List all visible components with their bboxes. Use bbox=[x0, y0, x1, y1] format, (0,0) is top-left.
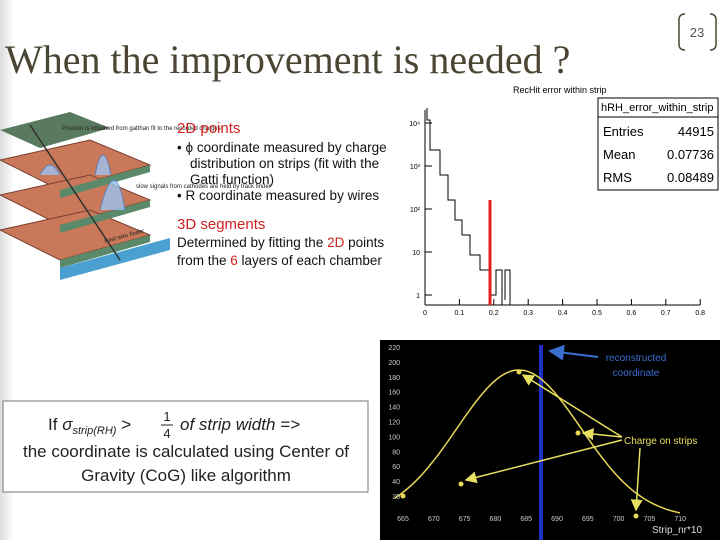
bullets: 2D points • ϕ coordinate measured by cha… bbox=[177, 120, 387, 268]
denominator: 4 bbox=[163, 426, 170, 441]
x-tick-label: 0.2 bbox=[489, 310, 499, 317]
number-bracket bbox=[678, 13, 717, 51]
t: 6 bbox=[230, 253, 238, 268]
note: If σstrip(RH) > 1 4 of strip width => th… bbox=[2, 400, 369, 493]
bullet-text: coordinate measured by charge bbox=[197, 140, 387, 155]
heading-text: points bbox=[196, 120, 240, 137]
plot-bg bbox=[380, 340, 720, 540]
heading-num: 3D bbox=[177, 216, 196, 233]
hist-bars bbox=[426, 108, 511, 305]
diagram-label: Position is obtained from gatthan fit to… bbox=[62, 126, 221, 132]
stats-box bbox=[597, 97, 719, 191]
slide-number: 23 bbox=[690, 25, 704, 40]
x-tick-label: 675 bbox=[459, 516, 471, 523]
y-tick-label: 140 bbox=[388, 405, 400, 412]
note-line: the coordinate is calculated using Cente… bbox=[23, 442, 349, 461]
x-tick-label: 0.1 bbox=[455, 310, 465, 317]
y-tick-label: 10² bbox=[410, 207, 421, 214]
note-line: Gravity (CoG) like algorithm bbox=[81, 466, 291, 485]
bullet-line: Gatti function) bbox=[190, 172, 274, 187]
bullet-text: R coordinate measured by wires bbox=[185, 188, 379, 203]
t: 2D bbox=[327, 235, 345, 250]
x-tick-label: 0 bbox=[423, 310, 427, 317]
stats-value: 44915 bbox=[678, 124, 714, 139]
t: strip(RH) bbox=[72, 425, 116, 437]
x-tick-label: 665 bbox=[397, 516, 409, 523]
heading: 3D segments bbox=[177, 216, 265, 233]
y-tick-label: 200 bbox=[388, 360, 400, 367]
heading-text: segments bbox=[196, 216, 265, 233]
diagram-label: slow signals from cathodes are held by t… bbox=[136, 184, 271, 190]
bullet-line: distribution on strips (fit with the bbox=[190, 156, 379, 171]
x-tick-label: 0.3 bbox=[523, 310, 533, 317]
annotation: Charge on strips bbox=[624, 436, 697, 447]
hist-title: RecHit error within strip bbox=[513, 85, 607, 95]
note-line: If σstrip(RH) > bbox=[48, 415, 131, 437]
t: layers of each chamber bbox=[238, 253, 383, 268]
x-tick-label: 0.6 bbox=[627, 310, 637, 317]
t: points bbox=[344, 235, 384, 250]
y-tick-label: 1 bbox=[416, 293, 420, 300]
stats-value: 0.07736 bbox=[667, 147, 714, 162]
bullet-line: from the 6 layers of each chamber bbox=[177, 253, 382, 268]
bullet-line: Determined by fitting the 2D points bbox=[177, 235, 384, 250]
t: Determined by fitting the bbox=[177, 235, 327, 250]
y-tick-label: 160 bbox=[388, 390, 400, 397]
detector-diagram: Position is obtained from gatthan fit to… bbox=[0, 112, 271, 280]
t: from the bbox=[177, 253, 230, 268]
y-tick-label: 60 bbox=[392, 464, 400, 471]
y-tick-label: 120 bbox=[388, 420, 400, 427]
x-tick-label: 695 bbox=[582, 516, 594, 523]
stats-label: Mean bbox=[603, 147, 636, 162]
y-tick-label: 80 bbox=[392, 449, 400, 456]
stats-label: Entries bbox=[603, 124, 644, 139]
bullet-line: • R coordinate measured by wires bbox=[177, 188, 379, 203]
y-tick-label: 10³ bbox=[410, 164, 421, 171]
fit-curve bbox=[394, 369, 681, 514]
numerator: 1 bbox=[163, 409, 170, 424]
note-line: of strip width => bbox=[180, 415, 300, 434]
x-tick-label: 690 bbox=[551, 516, 563, 523]
x-tick-label: 670 bbox=[428, 516, 440, 523]
x-tick-label: 710 bbox=[674, 516, 686, 523]
stats-value: 0.08489 bbox=[667, 170, 714, 185]
note-box bbox=[2, 400, 369, 493]
y-tick-label: 220 bbox=[388, 345, 400, 352]
x-tick-label: 0.7 bbox=[661, 310, 671, 317]
x-tick-label: 685 bbox=[520, 516, 532, 523]
stats-label: RMS bbox=[603, 170, 632, 185]
y-tick-label: 20 bbox=[392, 494, 400, 501]
y-tick-label: 180 bbox=[388, 375, 400, 382]
profile-plot: reconstructed coordinate Charge on strip… bbox=[380, 340, 720, 540]
x-tick-label: 0.8 bbox=[695, 310, 705, 317]
annotation: coordinate bbox=[613, 368, 660, 379]
x-label: Strip_nr*10 bbox=[652, 525, 702, 536]
heading: 2D points bbox=[177, 120, 240, 137]
x-tick-label: 0.5 bbox=[592, 310, 602, 317]
stats-name: hRH_error_within_strip bbox=[601, 102, 714, 114]
bullet-line: • ϕ coordinate measured by charge bbox=[177, 140, 387, 155]
annotation: reconstructed bbox=[606, 353, 667, 364]
x-tick-label: 0.4 bbox=[558, 310, 568, 317]
x-tick-label: 700 bbox=[613, 516, 625, 523]
t: > bbox=[121, 415, 131, 434]
y-tick-label: 10⁴ bbox=[409, 121, 420, 128]
heading-num: 2D bbox=[177, 120, 196, 137]
phi: ϕ bbox=[185, 140, 193, 155]
y-tick-label: 40 bbox=[392, 479, 400, 486]
y-tick-label: 100 bbox=[388, 434, 400, 441]
title: When the improvement is needed ? bbox=[5, 37, 570, 82]
t: σ bbox=[62, 415, 73, 434]
histogram: RecHit error within strip hRH_error_with… bbox=[400, 82, 720, 320]
y-tick-label: 10 bbox=[412, 250, 420, 257]
x-tick-label: 680 bbox=[490, 516, 502, 523]
x-tick-label: 705 bbox=[644, 516, 656, 523]
t: If bbox=[48, 415, 58, 434]
